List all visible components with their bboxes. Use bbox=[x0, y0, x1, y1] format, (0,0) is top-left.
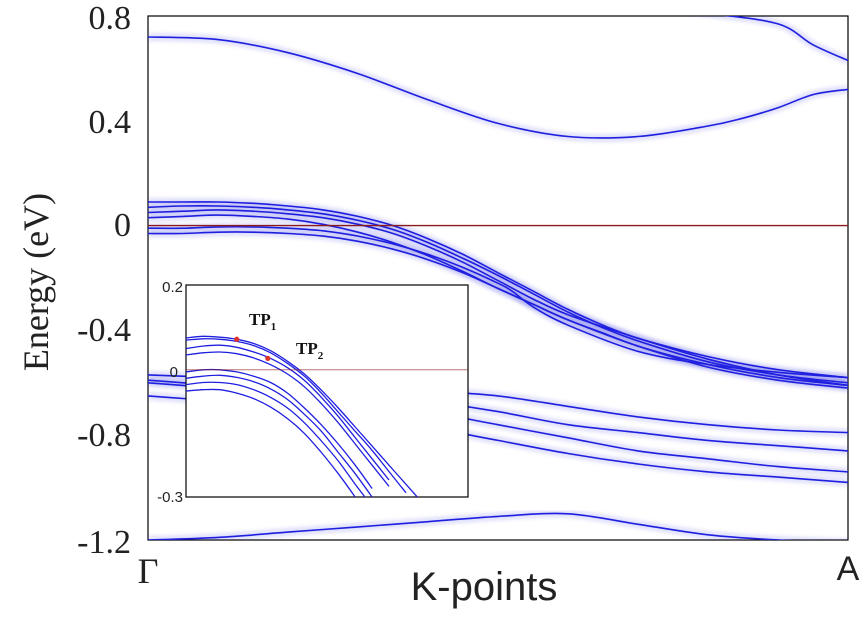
y-tick-label: -0.8 bbox=[77, 417, 131, 454]
x-axis-title: K-points bbox=[411, 565, 558, 609]
y-tick-label: -1.2 bbox=[77, 524, 131, 561]
band-line-7 bbox=[148, 512, 795, 540]
band-line-10 bbox=[148, 209, 848, 387]
inset-y-tick-label: 0 bbox=[170, 364, 178, 381]
y-tick-label: 0.4 bbox=[89, 104, 132, 141]
y-axis-title: Energy (eV) bbox=[16, 193, 56, 371]
y-tick-label: 0 bbox=[114, 207, 131, 244]
band-line-1 bbox=[186, 335, 419, 497]
band-line-3 bbox=[186, 344, 390, 481]
tp1-marker bbox=[234, 336, 240, 342]
inset-markers bbox=[234, 336, 271, 361]
band-line-8 bbox=[186, 388, 356, 497]
tp1-label-main: TP bbox=[249, 310, 271, 329]
x-tick-label-gamma: Γ bbox=[138, 551, 159, 591]
tp2-label-main: TP bbox=[296, 339, 318, 358]
tp2-marker bbox=[265, 355, 271, 361]
band-line-6 bbox=[186, 374, 373, 497]
band-line-7 bbox=[186, 381, 366, 497]
tp2-label-sub: 2 bbox=[318, 350, 324, 362]
inset-y-tick-label: 0.2 bbox=[162, 279, 183, 296]
tp1-label: TP1 bbox=[249, 310, 276, 333]
tp2-label: TP2 bbox=[296, 339, 324, 362]
y-axis: 0.8 0.4 0 -0.4 -0.8 -1.2 bbox=[77, 0, 131, 561]
band-line-13 bbox=[148, 231, 848, 387]
band-line-2 bbox=[723, 16, 848, 62]
band-line-12 bbox=[148, 225, 848, 379]
y-tick-label: -0.4 bbox=[77, 312, 131, 349]
inset-plot-area bbox=[185, 284, 469, 498]
band-line-1 bbox=[148, 36, 848, 139]
band-line-4 bbox=[186, 351, 390, 487]
y-tick-label: 0.8 bbox=[89, 0, 132, 37]
inset-y-tick-label: -0.3 bbox=[157, 489, 183, 506]
x-tick-label-a: A bbox=[837, 550, 860, 588]
tp1-label-sub: 1 bbox=[271, 321, 277, 333]
inset-chart: 0.2 0 -0.3 TP1 TP2 bbox=[157, 279, 469, 506]
